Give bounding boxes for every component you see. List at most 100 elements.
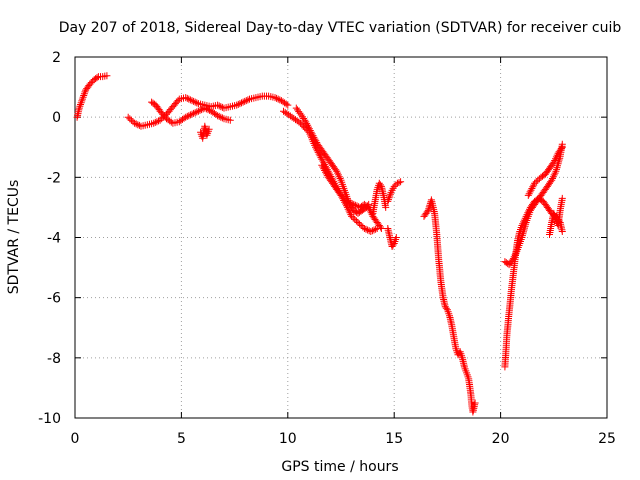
chart-title: Day 207 of 2018, Sidereal Day-to-day VTE… (59, 20, 622, 36)
data-point (134, 121, 142, 129)
x-tick-label: 20 (492, 431, 510, 447)
data-point (306, 127, 314, 134)
data-point (367, 228, 375, 235)
data-point (348, 212, 356, 220)
x-tick-label: 10 (279, 431, 297, 447)
data-point (215, 112, 223, 120)
data-point (351, 215, 359, 223)
data-point (511, 251, 519, 259)
data-point (77, 101, 84, 108)
data-point (377, 225, 385, 232)
data-point (183, 112, 191, 120)
data-point (194, 107, 202, 115)
data-point (127, 116, 135, 124)
x-axis-title: GPS time / hours (281, 459, 398, 475)
data-point (276, 96, 284, 104)
data-point (238, 99, 245, 107)
data-point (319, 157, 327, 165)
x-tick-label: 0 (71, 431, 80, 447)
data-point (305, 123, 312, 131)
data-point (320, 165, 328, 173)
data-point (156, 116, 164, 124)
data-point (215, 102, 223, 110)
data-point (312, 137, 320, 145)
data-point (151, 118, 159, 126)
data-point (513, 247, 521, 255)
data-point (352, 217, 360, 225)
data-point (334, 169, 342, 177)
data-point (233, 101, 241, 109)
data-point (345, 207, 353, 215)
y-tick-label: -10 (38, 411, 61, 427)
data-point (528, 185, 536, 192)
data-point (308, 130, 316, 138)
data-point (188, 110, 196, 118)
data-point (392, 234, 400, 241)
data-point (196, 106, 204, 114)
data-point (244, 96, 252, 104)
data-point (182, 113, 190, 121)
data-point (75, 104, 83, 112)
data-point (301, 116, 309, 124)
data-point (376, 223, 384, 231)
data-point (132, 120, 140, 128)
data-point (357, 222, 365, 229)
data-point (322, 168, 329, 176)
data-point (364, 226, 372, 234)
data-point (186, 96, 194, 104)
data-point (557, 145, 565, 153)
y-axis-title: SDTVAR / TECUs (6, 180, 22, 295)
data-point (188, 97, 196, 105)
y-tick-label: 0 (52, 110, 61, 126)
data-point (314, 148, 322, 156)
data-point (80, 90, 88, 98)
data-point (345, 198, 353, 206)
data-point (549, 175, 556, 182)
data-point (509, 255, 517, 263)
data-point (80, 92, 88, 99)
data-point (347, 199, 355, 207)
data-point (124, 113, 132, 121)
y-tick-label: 2 (52, 50, 61, 66)
y-tick-label: -4 (47, 231, 61, 247)
data-point (389, 241, 397, 249)
data-point (397, 178, 405, 186)
data-point (183, 94, 191, 102)
data-point (316, 152, 324, 160)
data-point (201, 104, 209, 112)
data-point (558, 228, 566, 235)
x-tick-label: 15 (385, 431, 403, 447)
data-point (529, 183, 537, 191)
data-point (552, 155, 559, 163)
data-point (348, 200, 356, 208)
data-point (182, 94, 190, 102)
data-point (311, 135, 319, 143)
data-point (343, 197, 351, 205)
data-point (81, 88, 89, 96)
data-point (202, 105, 210, 113)
data-point (442, 304, 450, 312)
data-point (471, 399, 479, 407)
data-point (304, 121, 312, 129)
data-point (395, 179, 403, 187)
data-point (321, 167, 329, 174)
data-point (191, 98, 199, 106)
data-point (322, 170, 330, 178)
data-point (384, 197, 392, 205)
data-point (185, 112, 193, 120)
data-point (519, 230, 527, 238)
data-point (527, 186, 535, 194)
data-point (385, 194, 393, 202)
data-point (214, 101, 222, 109)
data-point (558, 143, 566, 151)
data-point (103, 72, 111, 80)
data-point (241, 97, 249, 105)
data-point (526, 188, 534, 196)
data-point (333, 167, 341, 175)
data-point (204, 106, 212, 114)
data-point (190, 97, 198, 105)
data-point (315, 150, 323, 158)
data-point (190, 109, 198, 117)
data-point (87, 79, 95, 87)
data-point (150, 119, 158, 127)
